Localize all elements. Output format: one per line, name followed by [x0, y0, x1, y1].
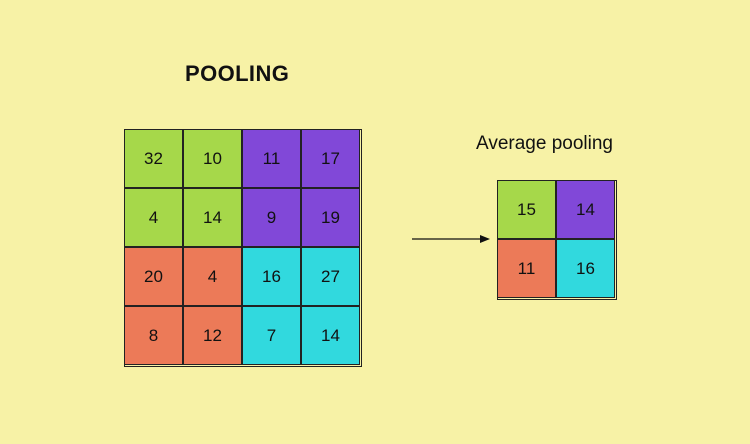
output-grid: 15 14 11 16	[497, 180, 617, 300]
input-grid-cell: 4	[183, 247, 242, 306]
pooling-title: POOLING	[185, 61, 290, 86]
input-grid-cell: 14	[301, 306, 360, 365]
input-grid-cell: 10	[183, 129, 242, 188]
average-pooling-label: Average pooling	[476, 133, 613, 154]
input-grid: 32 10 11 17 4 14 9 19 20 4 16 27 8 12 7 14	[124, 129, 362, 367]
input-grid-cell: 17	[301, 129, 360, 188]
arrow-right-icon	[412, 235, 490, 243]
output-grid-cell: 14	[556, 180, 615, 239]
output-grid-cell: 15	[497, 180, 556, 239]
input-grid-cell: 4	[124, 188, 183, 247]
input-grid-cell: 11	[242, 129, 301, 188]
input-grid-cell: 14	[183, 188, 242, 247]
input-grid-cell: 32	[124, 129, 183, 188]
input-grid-cell: 27	[301, 247, 360, 306]
input-grid-cell: 7	[242, 306, 301, 365]
output-grid-cell: 11	[497, 239, 556, 298]
input-grid-cell: 9	[242, 188, 301, 247]
input-grid-cell: 20	[124, 247, 183, 306]
input-grid-cell: 12	[183, 306, 242, 365]
input-grid-cell: 8	[124, 306, 183, 365]
input-grid-cell: 19	[301, 188, 360, 247]
output-grid-cell: 16	[556, 239, 615, 298]
input-grid-cell: 16	[242, 247, 301, 306]
